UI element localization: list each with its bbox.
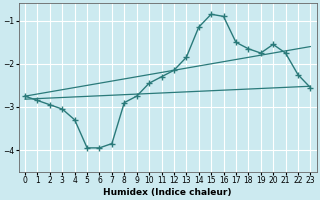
X-axis label: Humidex (Indice chaleur): Humidex (Indice chaleur) [103, 188, 232, 197]
